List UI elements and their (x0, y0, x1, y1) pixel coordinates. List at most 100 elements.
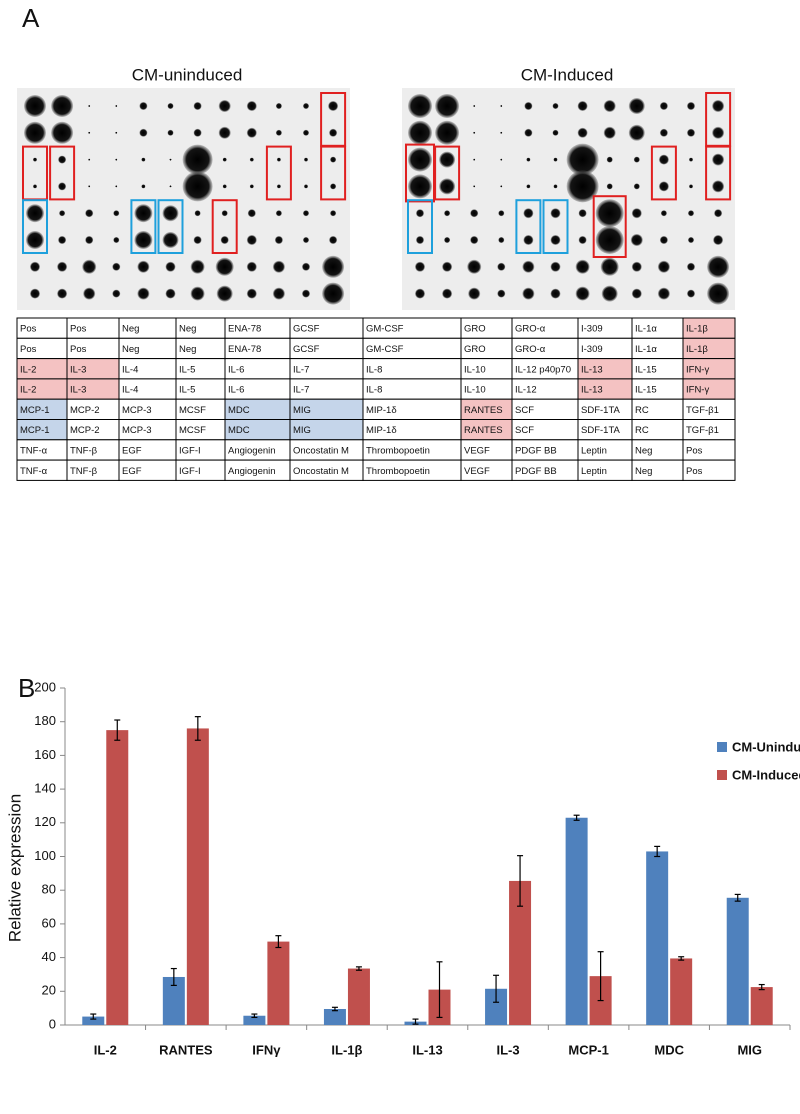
blot-spot (221, 210, 228, 217)
table-cell-text: MCP-3 (122, 405, 152, 416)
blot-spot (606, 183, 613, 190)
blot-spot (688, 210, 694, 217)
blot-spot (498, 210, 505, 217)
blot-spot (82, 259, 97, 274)
table-cell-text: RC (635, 425, 649, 436)
blot-spot (526, 157, 531, 162)
table-cell-text: MCSF (179, 425, 206, 436)
x-tick-label: MCP-1 (568, 1042, 608, 1057)
blot-spot (275, 210, 282, 217)
blot-spot (444, 237, 451, 243)
blot-spot (328, 101, 339, 111)
blot-spot (246, 235, 257, 245)
blot-spot (322, 282, 345, 305)
blot-spot (566, 170, 599, 203)
blot-spot (522, 260, 535, 273)
table-cell-text: IL-6 (228, 364, 244, 375)
table-cell-text: IL-8 (366, 364, 382, 375)
table-cell-text: TNF-β (70, 466, 98, 477)
blot-spot (112, 262, 121, 271)
blot-spot (712, 126, 725, 139)
blot-spot (303, 129, 309, 136)
legend-swatch (717, 770, 727, 780)
blot-spot (182, 171, 213, 202)
blot-spot (657, 260, 670, 273)
table-cell-text: TNF-α (20, 445, 48, 456)
table-cell-text: IL-13 (581, 364, 603, 375)
blot-spot (659, 128, 668, 137)
blot-spot (603, 100, 616, 112)
table-cell-text: RANTES (464, 425, 503, 436)
blot-spot (246, 101, 257, 111)
bar (82, 1016, 105, 1025)
y-axis-label: Relative expression (5, 794, 24, 942)
table-cell-text: IL-12 (515, 385, 537, 396)
blot-spot (606, 156, 613, 163)
table-cell-text: PDGF BB (515, 445, 557, 456)
table-cell-text: PDGF BB (515, 466, 557, 477)
y-tick-label: 80 (42, 882, 56, 897)
blot-spot (523, 208, 534, 219)
table-cell-text: IL-15 (635, 385, 657, 396)
blot-spot (274, 236, 283, 244)
blot-spot (190, 259, 205, 274)
error-bar (436, 961, 443, 1019)
legend-label: CM-Uninduced (732, 739, 800, 754)
table-cell-text: MDC (228, 425, 250, 436)
table-cell-text: MIP-1δ (366, 405, 397, 416)
blot-spot (633, 183, 640, 190)
highlight-box (265, 145, 292, 201)
table-cell-text: IL-7 (293, 385, 309, 396)
error-bar (654, 845, 661, 858)
blot-spot (473, 131, 476, 134)
blot-spot (416, 236, 424, 244)
table-cell-text: TGF-β1 (686, 405, 719, 416)
bar (106, 730, 129, 1025)
table-cell-text: MCP-2 (70, 425, 100, 436)
blot-spot (167, 103, 174, 109)
table-cell-text: MIG (293, 405, 311, 416)
blot-spot (553, 184, 558, 189)
blot-spot (657, 287, 670, 300)
blot-spot (658, 181, 669, 192)
blot-spot (601, 285, 618, 302)
bar (670, 958, 693, 1025)
bar (267, 941, 290, 1025)
error-bar (573, 814, 580, 821)
blot-spot (302, 262, 310, 271)
x-tick-label: MDC (654, 1042, 684, 1057)
blot-spot (30, 288, 40, 299)
table-cell-text: IL-10 (464, 364, 486, 375)
blot-spot (408, 120, 432, 145)
blot-spot (162, 232, 179, 248)
bar (750, 987, 773, 1025)
table-cell-text: TNF-α (20, 466, 48, 477)
blot-spot (659, 236, 668, 244)
blot-spot (498, 237, 505, 243)
blot-spot (444, 210, 451, 217)
blot-spot (707, 282, 730, 305)
table-cell-text: MCP-3 (122, 425, 152, 436)
table-cell-text: Angiogenin (228, 445, 276, 456)
blot-spot (689, 184, 693, 189)
blot-spot (218, 100, 231, 112)
blot-spot (631, 288, 642, 299)
table-cell-text: Pos (20, 344, 37, 355)
blot-spot (59, 210, 66, 217)
blot-spot (468, 287, 481, 300)
bar (565, 817, 588, 1025)
error-bar (758, 983, 765, 991)
table-cell-text: Pos (686, 445, 703, 456)
y-tick-label: 160 (34, 747, 56, 762)
blot-spot (26, 231, 44, 249)
y-tick-label: 0 (49, 1016, 56, 1031)
table-cell-text: I-309 (581, 324, 603, 335)
blot-spot (249, 157, 254, 162)
blot-spot (473, 158, 476, 161)
blot-spot (577, 101, 588, 111)
blot-spot (575, 259, 590, 274)
error-bar (734, 893, 741, 902)
blot-spot (713, 235, 724, 245)
table-cell-text: Thrombopoetin (366, 445, 430, 456)
table-cell-text: IGF-I (179, 466, 201, 477)
